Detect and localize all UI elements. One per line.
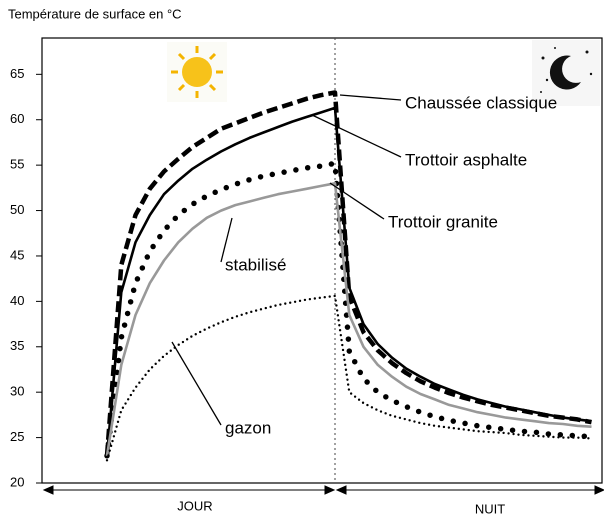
y-tick-label: 30 bbox=[10, 384, 24, 399]
leader-line bbox=[220, 217, 233, 263]
leader-line bbox=[339, 94, 402, 101]
period-arrows bbox=[42, 485, 604, 495]
series-line bbox=[104, 160, 595, 459]
y-tick-label: 40 bbox=[10, 293, 24, 308]
sun-icon bbox=[167, 42, 227, 102]
plot-frame bbox=[41, 37, 603, 484]
y-tick-label: 55 bbox=[10, 157, 24, 172]
y-tick-label: 60 bbox=[10, 111, 24, 126]
series-label: Chaussée classique bbox=[405, 93, 557, 112]
series-label: Trottoir asphalte bbox=[405, 150, 527, 169]
series-label: Trottoir granite bbox=[388, 212, 498, 231]
series-line bbox=[105, 294, 593, 462]
series-label: stabilisé bbox=[225, 255, 286, 274]
series-line bbox=[105, 106, 592, 456]
y-tick-label: 25 bbox=[10, 429, 24, 444]
series-label: gazon bbox=[225, 418, 271, 437]
y-tick-label: 45 bbox=[10, 247, 24, 262]
leader-line bbox=[311, 114, 402, 158]
moon-icon bbox=[532, 40, 600, 106]
period-label: JOUR bbox=[177, 498, 212, 513]
leader-line bbox=[329, 182, 385, 220]
y-tick-label: 65 bbox=[10, 66, 24, 81]
y-tick-label: 50 bbox=[10, 202, 24, 217]
y-tick-label: 35 bbox=[10, 338, 24, 353]
leader-line bbox=[171, 341, 222, 426]
y-tick-label: 20 bbox=[10, 474, 24, 489]
series-line bbox=[105, 182, 592, 457]
y-axis-label: Température de surface en °C bbox=[8, 6, 182, 21]
period-label: NUIT bbox=[475, 501, 505, 516]
